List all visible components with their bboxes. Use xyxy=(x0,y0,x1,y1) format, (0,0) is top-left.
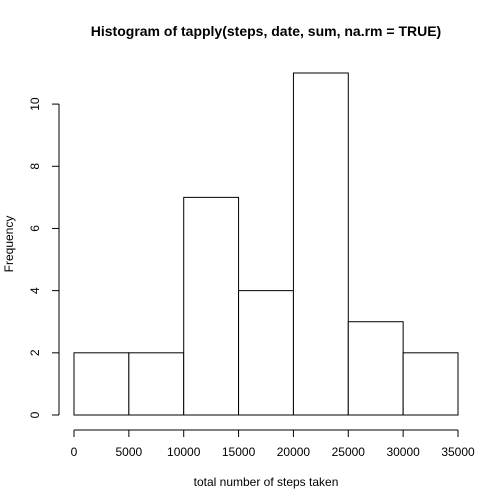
x-tick-label: 5000 xyxy=(116,445,143,459)
y-tick-label: 4 xyxy=(28,287,42,294)
histogram-bars xyxy=(73,72,459,416)
y-tick-label: 10 xyxy=(28,97,42,111)
y-axis-label: Frequency xyxy=(2,216,16,273)
histogram-bar-0 xyxy=(73,352,130,416)
x-axis: 0 5000 10000 15000 20000 25000 30000 35000 xyxy=(71,429,475,459)
x-tick-label: 15000 xyxy=(222,445,256,459)
histogram-bar-3 xyxy=(238,290,294,416)
histogram-bar-6 xyxy=(402,352,459,416)
y-tick-label: 6 xyxy=(28,225,42,232)
histogram-bar-4 xyxy=(292,72,349,416)
y-tick-label: 8 xyxy=(28,163,42,170)
x-tick-label: 20000 xyxy=(277,445,311,459)
y-tick-label: 2 xyxy=(28,349,42,356)
x-tick-label: 30000 xyxy=(386,445,420,459)
chart-title: Histogram of tapply(steps, date, sum, na… xyxy=(91,23,441,39)
x-tick-label: 25000 xyxy=(332,445,366,459)
histogram-bar-5 xyxy=(347,321,404,416)
histogram-bar-1 xyxy=(128,352,185,416)
y-tick-label: 0 xyxy=(28,411,42,418)
histogram-bar-2 xyxy=(183,196,240,416)
x-tick-label: 10000 xyxy=(167,445,201,459)
x-tick-label: 35000 xyxy=(441,445,475,459)
y-axis: 0 2 4 6 8 10 xyxy=(28,97,60,418)
x-axis-label: total number of steps taken xyxy=(194,475,339,489)
x-tick-label: 0 xyxy=(71,445,78,459)
